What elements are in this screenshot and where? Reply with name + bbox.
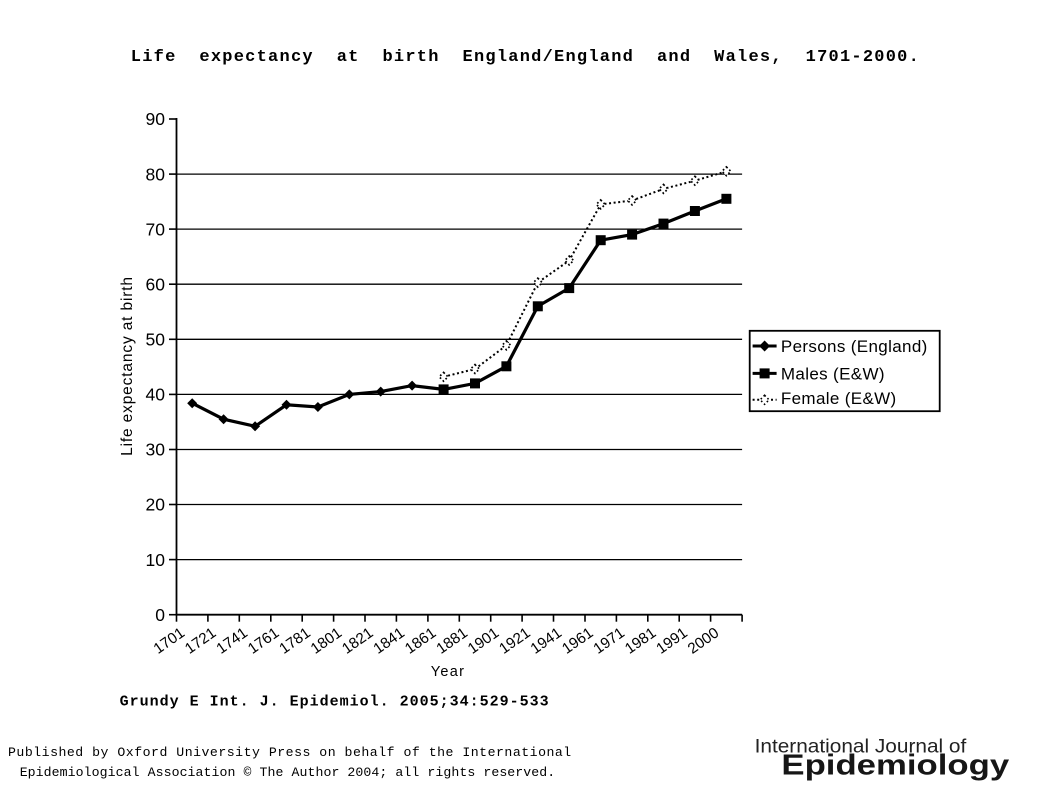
svg-text:Epidemiology: Epidemiology xyxy=(781,748,1009,780)
svg-text:Life expectancy at birth: Life expectancy at birth xyxy=(119,276,136,456)
svg-text:40: 40 xyxy=(146,385,166,405)
svg-text:30: 30 xyxy=(146,440,166,460)
svg-text:10: 10 xyxy=(146,550,166,570)
svg-text:Epidemiological Association ©: Epidemiological Association © The Author… xyxy=(20,765,556,780)
svg-text:Persons (England): Persons (England) xyxy=(781,337,928,356)
svg-text:Female (E&W): Female (E&W) xyxy=(781,389,897,408)
svg-text:90: 90 xyxy=(146,109,166,129)
svg-text:International Journal of: International Journal of xyxy=(755,736,967,757)
svg-text:Grundy E Int. J. Epidemiol. 20: Grundy E Int. J. Epidemiol. 2005;34:529-… xyxy=(120,694,550,711)
svg-text:20: 20 xyxy=(146,495,166,515)
svg-text:Year: Year xyxy=(431,664,466,680)
svg-text:70: 70 xyxy=(146,219,166,239)
svg-text:Males (E&W): Males (E&W) xyxy=(781,364,885,383)
svg-text:80: 80 xyxy=(146,164,166,184)
svg-text:Life expectancy at birth E: Life expectancy at birth England/England… xyxy=(131,48,920,67)
svg-text:Published by Oxford University: Published by Oxford University Press on … xyxy=(8,745,572,760)
svg-text:60: 60 xyxy=(146,274,166,294)
svg-text:0: 0 xyxy=(155,605,165,625)
svg-text:50: 50 xyxy=(146,330,166,350)
